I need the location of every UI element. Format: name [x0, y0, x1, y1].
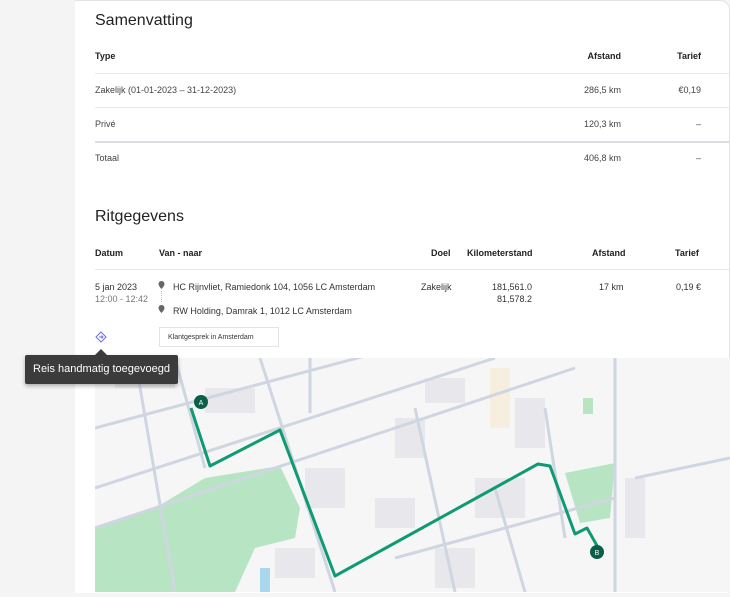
summary-header: Type Afstand Tarief [95, 39, 729, 74]
odometer-end: 81,578.2 [496, 294, 532, 304]
sidebar [0, 0, 76, 592]
trip-distance: 17 km [599, 282, 624, 292]
map-streets [94, 346, 730, 593]
end-marker[interactable]: B [590, 545, 604, 559]
col-route: Van - naar [159, 248, 203, 258]
trips-title: Ritgegevens [95, 208, 184, 225]
manual-trip-tooltip: Reis handmatig toegevoegd [25, 349, 178, 384]
row-distance: 286,5 km [583, 85, 621, 95]
trip-date: 5 jan 2023 [95, 282, 138, 292]
trip-time: 12:00 - 12:42 [95, 294, 149, 304]
col-distance: Afstand [592, 248, 626, 258]
summary-row: Privé 120,3 km – [95, 107, 729, 143]
route-map[interactable]: A B [94, 346, 730, 593]
location-pin-icon [158, 281, 165, 313]
manual-entry-icon[interactable] [95, 331, 107, 343]
odometer-start: 181,561.0 [491, 282, 532, 292]
row-rate: – [695, 119, 701, 129]
row-distance: 120,3 km [583, 119, 621, 129]
summary-row: Zakelijk (01-01-2023 – 31-12-2023) 286,5… [95, 73, 729, 108]
trip-purpose: Zakelijk [421, 282, 452, 292]
col-date: Datum [95, 248, 124, 258]
start-marker[interactable]: A [194, 395, 208, 409]
row-type: Totaal [95, 153, 120, 163]
trip-rate: 0,19 € [676, 282, 702, 292]
col-distance: Afstand [587, 51, 622, 61]
row-rate: – [695, 153, 701, 163]
row-type: Zakelijk (01-01-2023 – 31-12-2023) [95, 85, 237, 95]
row-rate: €0,19 [678, 85, 701, 95]
trip-from: HC Rijnvliet, Ramiedonk 104, 1056 LC Ams… [173, 282, 376, 292]
row-distance: 406,8 km [583, 153, 621, 163]
route-line [189, 407, 602, 578]
col-rate: Tarief [677, 51, 701, 61]
end-label: B [595, 550, 600, 557]
trip-to: RW Holding, Damrak 1, 1012 LC Amsterdam [173, 306, 352, 316]
col-purpose: Doel [431, 248, 451, 258]
map-buildings [115, 368, 645, 588]
trip-note: Klantgesprek in Amsterdam [159, 327, 279, 347]
col-rate: Tarief [675, 248, 699, 258]
trips-header: Datum Van - naar Doel Kilometerstand Afs… [95, 237, 729, 270]
summary-title: Samenvatting [95, 12, 193, 29]
row-type: Privé [95, 119, 116, 129]
summary-total-row: Totaal 406,8 km – [95, 141, 729, 175]
col-type: Type [95, 51, 116, 61]
start-label: A [199, 400, 204, 407]
col-odometer: Kilometerstand [467, 248, 533, 258]
